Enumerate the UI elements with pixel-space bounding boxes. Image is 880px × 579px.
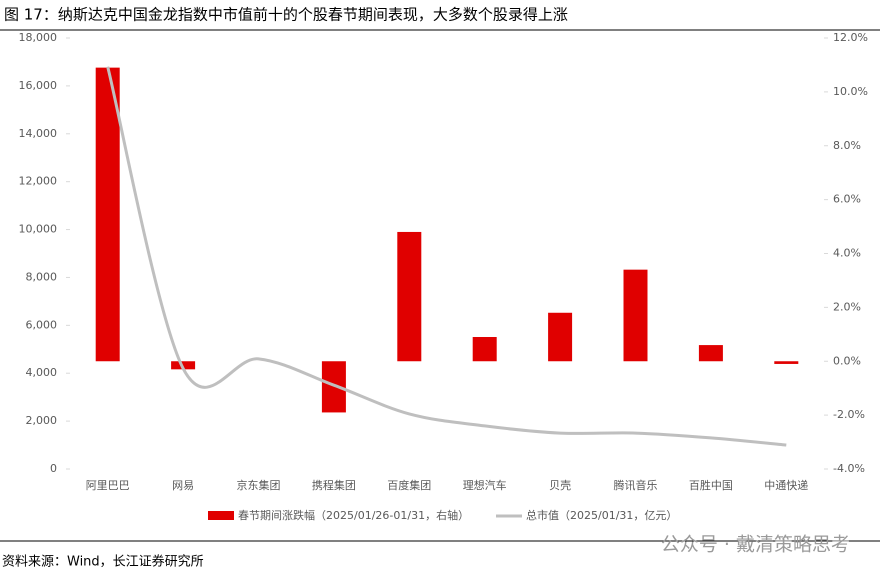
y2-tick-label: 12.0% bbox=[833, 31, 868, 44]
y2-tick-label: 8.0% bbox=[833, 139, 861, 152]
y2-tick-label: 10.0% bbox=[833, 85, 868, 98]
y-tick-label: 12,000 bbox=[19, 175, 58, 188]
y-tick-label: 10,000 bbox=[19, 223, 58, 236]
x-tick-label: 京东集团 bbox=[237, 478, 281, 492]
y-tick-label: 6,000 bbox=[26, 318, 58, 331]
x-tick-label: 腾讯音乐 bbox=[614, 478, 658, 492]
bar bbox=[623, 269, 648, 362]
x-tick-label: 百胜中国 bbox=[689, 478, 733, 492]
y-tick-label: 14,000 bbox=[19, 127, 58, 140]
bar bbox=[472, 337, 497, 362]
y2-tick-label: 2.0% bbox=[833, 300, 861, 313]
chart-title: 图 17：纳斯达克中国金龙指数中市值前十的个股春节期间表现，大多数个股录得上涨 bbox=[4, 6, 568, 24]
y-tick-label: 18,000 bbox=[19, 31, 58, 44]
x-tick-label: 网易 bbox=[172, 479, 194, 492]
y2-tick-label: 0.0% bbox=[833, 354, 861, 367]
x-tick-label: 理想汽车 bbox=[463, 478, 507, 492]
bar bbox=[698, 345, 723, 362]
y-tick-label: 2,000 bbox=[26, 414, 58, 427]
legend-label: 总市值（2025/01/31，亿元） bbox=[526, 508, 677, 522]
y-tick-label: 4,000 bbox=[26, 366, 58, 379]
y2-tick-label: 4.0% bbox=[833, 247, 861, 260]
y2-tick-label: 6.0% bbox=[833, 193, 861, 206]
line bbox=[106, 66, 787, 447]
x-tick-label: 中通快递 bbox=[764, 478, 808, 492]
bar bbox=[95, 67, 120, 362]
watermark: 公众号 · 戴清策略思考 bbox=[661, 534, 850, 556]
y2-tick-label: -4.0% bbox=[833, 462, 865, 475]
x-tick-label: 百度集团 bbox=[387, 478, 431, 492]
x-tick-label: 贝壳 bbox=[549, 478, 571, 492]
y2-tick-label: -2.0% bbox=[833, 408, 865, 421]
bar bbox=[548, 312, 573, 362]
y-tick-label: 0 bbox=[50, 462, 57, 475]
x-tick-label: 携程集团 bbox=[312, 478, 356, 492]
bar bbox=[397, 231, 422, 362]
y-tick-label: 8,000 bbox=[26, 270, 58, 283]
bar bbox=[774, 361, 799, 364]
x-tick-label: 阿里巴巴 bbox=[86, 479, 130, 492]
source: 资料来源：Wind，长江证券研究所 bbox=[2, 554, 204, 570]
legend-swatch bbox=[208, 511, 234, 520]
legend-label: 春节期间涨跌幅（2025/01/26-01/31，右轴） bbox=[238, 508, 469, 522]
y-tick-label: 16,000 bbox=[19, 79, 58, 92]
